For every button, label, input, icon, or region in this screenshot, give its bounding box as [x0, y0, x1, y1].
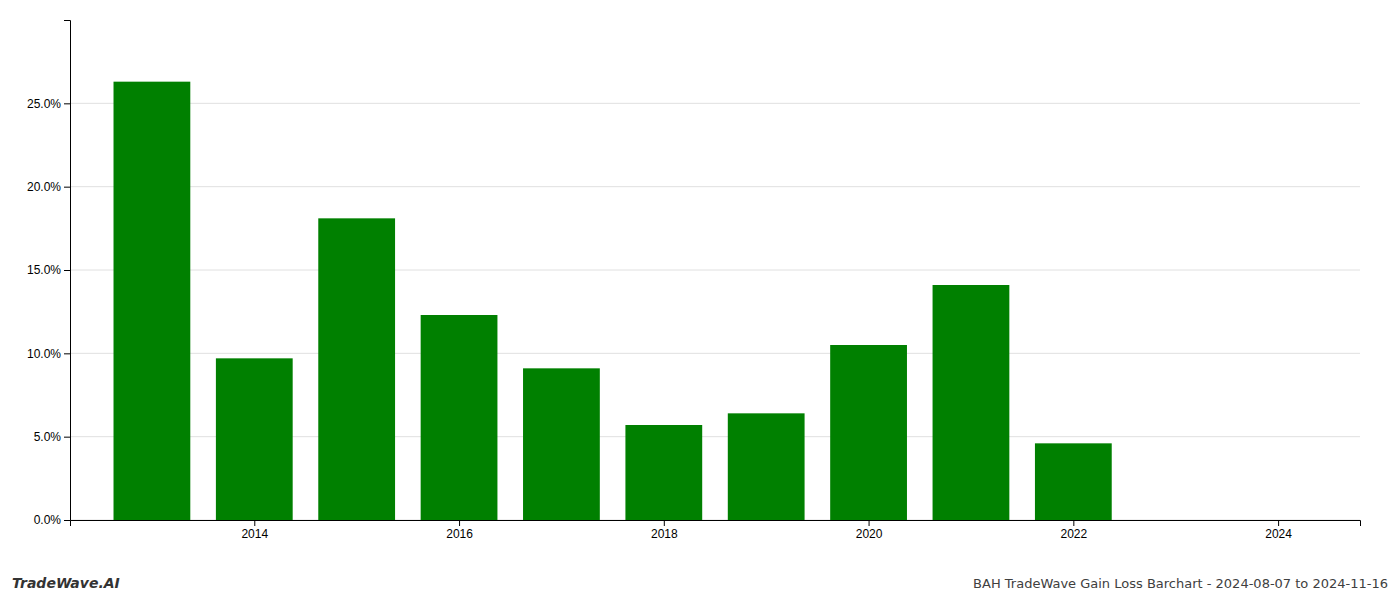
- y-tick: 25.0%: [27, 97, 70, 111]
- bar: [728, 413, 805, 520]
- x-tick: 2018: [651, 520, 678, 541]
- y-tick: 20.0%: [27, 180, 70, 194]
- x-axis-line: [71, 521, 1361, 527]
- bar: [625, 425, 702, 520]
- x-tick-label: 2018: [651, 527, 678, 541]
- x-tick-label: 2020: [856, 527, 883, 541]
- grid-line: [70, 103, 1360, 104]
- y-tick-mark: [64, 187, 70, 188]
- y-tick-mark: [64, 270, 70, 271]
- x-tick-label: 2022: [1060, 527, 1087, 541]
- y-tick-mark: [64, 353, 70, 354]
- y-tick: 0.0%: [34, 513, 70, 527]
- x-tick-mark: [1278, 520, 1279, 526]
- x-tick: 2022: [1060, 520, 1087, 541]
- x-axis: 2014 2016 2018 2020 2022 2024: [71, 520, 1361, 541]
- bar: [933, 285, 1010, 520]
- y-tick-label: 15.0%: [27, 263, 61, 277]
- y-tick-label: 0.0%: [34, 513, 62, 527]
- x-tick: 2024: [1265, 520, 1292, 541]
- x-tick-mark: [459, 520, 460, 526]
- title: BAH TradeWave Gain Loss Barchart - 2024-…: [973, 576, 1388, 591]
- watermark: TradeWave.AI: [12, 575, 120, 591]
- y-tick: 10.0%: [27, 347, 70, 361]
- y-axis-line: [64, 21, 71, 521]
- y-tick-mark: [64, 103, 70, 104]
- bar: [523, 368, 600, 520]
- y-tick-label: 25.0%: [27, 97, 61, 111]
- x-tick: 2020: [856, 520, 883, 541]
- x-tick: 2016: [446, 520, 473, 541]
- grid-line: [70, 186, 1360, 187]
- bar: [318, 218, 395, 520]
- x-tick-label: 2024: [1265, 527, 1292, 541]
- bars: [114, 82, 1112, 520]
- grid-line: [70, 353, 1360, 354]
- bar: [1035, 443, 1112, 520]
- chart: 0.0% 5.0% 10.0% 15.0% 20.0% 25.0% 2014 2016 2018…: [0, 0, 1400, 600]
- x-tick-mark: [869, 520, 870, 526]
- bar: [216, 358, 293, 520]
- y-tick: 5.0%: [34, 430, 70, 444]
- plot: 0.0% 5.0% 10.0% 15.0% 20.0% 25.0% 2014 2016 2018…: [27, 21, 1361, 541]
- x-tick-label: 2014: [241, 527, 268, 541]
- x-tick-label: 2016: [446, 527, 473, 541]
- x-tick: 2014: [241, 520, 268, 541]
- grid-line: [70, 270, 1360, 271]
- y-tick-label: 5.0%: [34, 430, 62, 444]
- y-axis: 0.0% 5.0% 10.0% 15.0% 20.0% 25.0%: [27, 21, 71, 528]
- bar: [421, 315, 498, 520]
- x-tick-mark: [254, 520, 255, 526]
- grid: [70, 103, 1360, 520]
- y-tick-mark: [64, 437, 70, 438]
- bar: [1137, 520, 1214, 521]
- x-tick-mark: [664, 520, 665, 526]
- x-tick-mark: [1073, 520, 1074, 526]
- y-tick-mark: [64, 520, 70, 521]
- bar: [114, 82, 191, 520]
- y-tick-label: 10.0%: [27, 347, 61, 361]
- y-tick: 15.0%: [27, 263, 70, 277]
- y-tick-label: 20.0%: [27, 180, 61, 194]
- bar: [830, 345, 907, 520]
